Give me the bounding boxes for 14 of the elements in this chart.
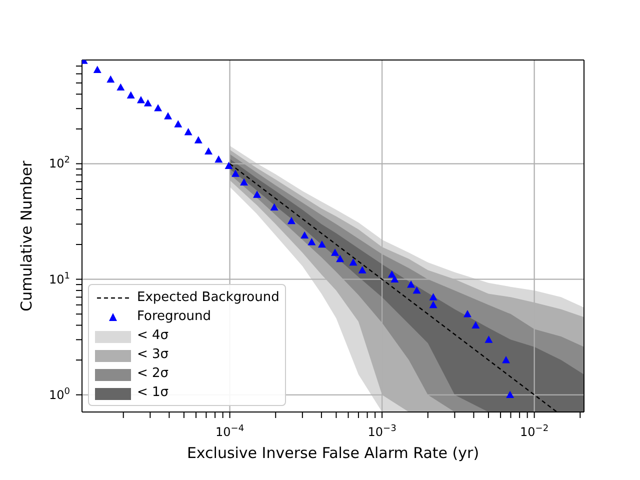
y-tick-label: 10$^{0}$ bbox=[48, 386, 70, 402]
x-tick-label: 10$^{−4}$ bbox=[216, 424, 244, 439]
x-tick-label: 10$^{−2}$ bbox=[520, 424, 549, 439]
y-tick-label: 10$^{1}$ bbox=[48, 271, 70, 286]
x-axis-title: Exclusive Inverse False Alarm Rate (yr) bbox=[186, 444, 480, 462]
legend-label: < 4σ bbox=[137, 328, 169, 343]
legend-label: Expected Background bbox=[137, 290, 280, 305]
y-axis-title: Cumulative Number bbox=[17, 160, 36, 312]
legend-label: < 2σ bbox=[137, 366, 169, 381]
y-tick-label: 10$^{2}$ bbox=[48, 156, 70, 171]
x-tick-label: 10$^{−3}$ bbox=[368, 424, 396, 439]
legend-label: < 1σ bbox=[137, 385, 169, 400]
legend-label: < 3σ bbox=[137, 347, 169, 362]
legend-label: Foreground bbox=[137, 309, 212, 324]
